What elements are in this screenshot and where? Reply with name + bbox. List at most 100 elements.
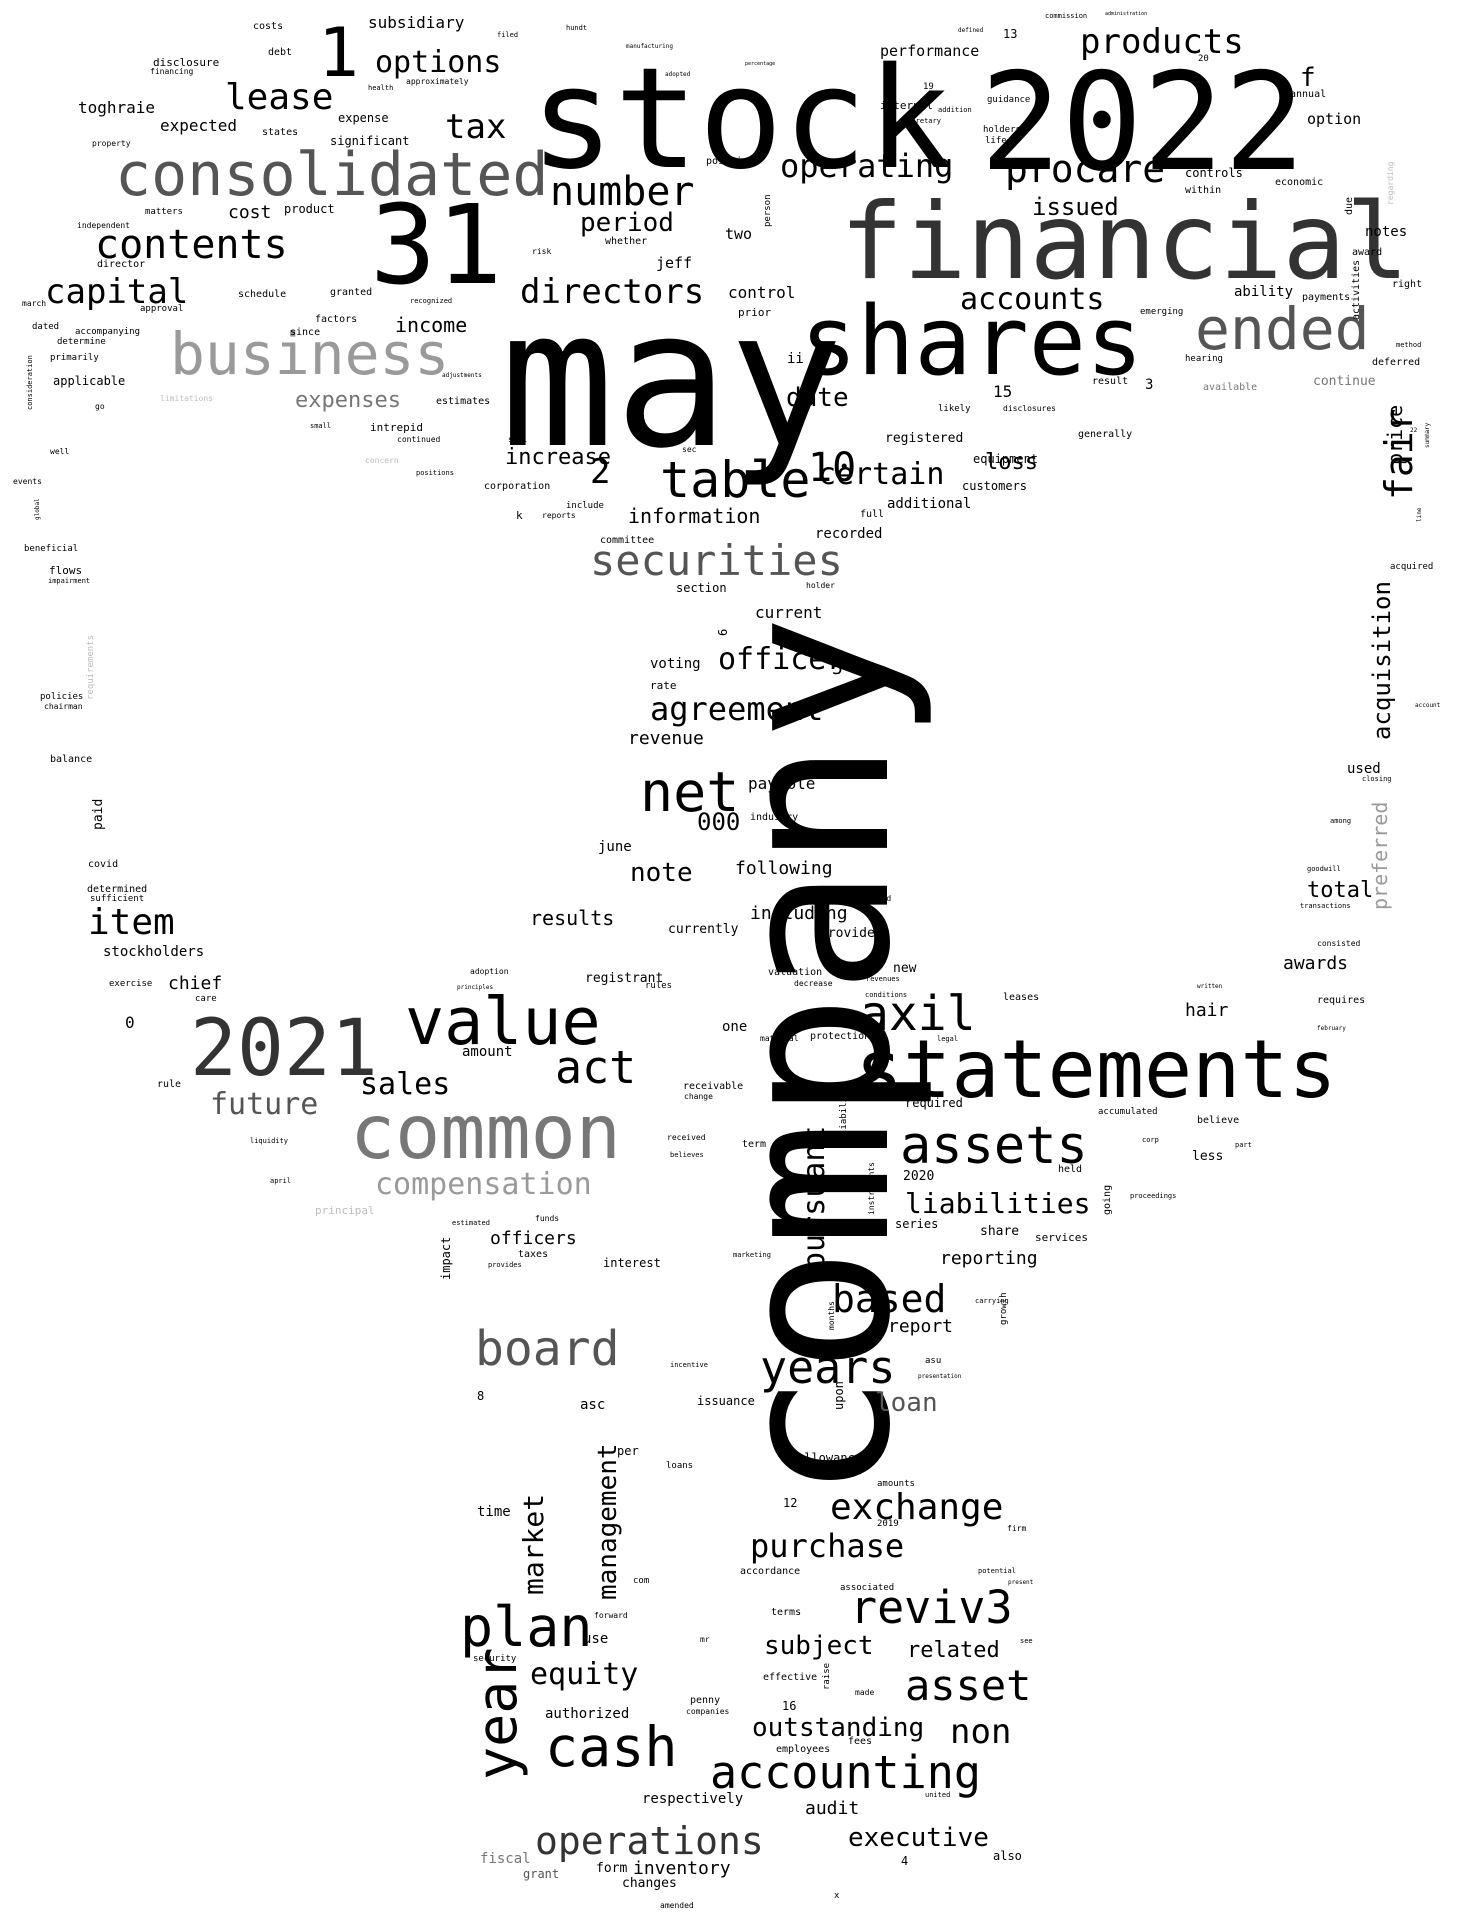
word-2021: 2021: [190, 1004, 378, 1094]
word-k: k: [516, 509, 523, 522]
word-positions: positions: [416, 469, 454, 477]
word-revenue: revenue: [628, 728, 704, 749]
word-equipment: equipment: [973, 452, 1039, 466]
word-security: security: [473, 1654, 517, 1664]
word-plan: plan: [460, 1595, 593, 1659]
word-person: person: [763, 194, 773, 227]
word-capital: capital: [45, 272, 189, 312]
word-agreement: agreement: [650, 690, 824, 728]
word-present: present: [1008, 1579, 1034, 1586]
word-believe: believe: [1197, 1115, 1240, 1126]
word-estimates: estimates: [436, 396, 491, 407]
word-control: control: [728, 283, 796, 302]
word-board: board: [475, 1321, 620, 1377]
word-financial: financial: [840, 181, 1409, 303]
word-available: available: [1203, 382, 1258, 393]
word-taxes: taxes: [518, 1249, 549, 1260]
word-internal: internal: [880, 99, 933, 112]
word-audit: audit: [805, 1798, 860, 1819]
word-consisted: consisted: [1317, 939, 1361, 948]
word-basis: basis: [810, 1266, 847, 1280]
word-accompanying: accompanying: [75, 327, 141, 337]
word-liabilities: liabilities: [905, 1187, 1091, 1220]
word-proceedings: proceedings: [1130, 1192, 1177, 1200]
word-currently: currently: [668, 922, 739, 937]
word-services: services: [1035, 1231, 1088, 1244]
word-asu: asu: [925, 1356, 942, 1366]
word-impact: impact: [439, 1236, 453, 1280]
word-result: result: [1092, 376, 1129, 387]
word-covid: covid: [88, 859, 119, 870]
word-concern: concern: [365, 456, 399, 465]
word-potential: potential: [978, 1567, 1016, 1575]
word-note: note: [630, 858, 693, 888]
word-sell: sell: [508, 435, 528, 444]
word-outstanding: outstanding: [752, 1713, 925, 1743]
word-reports: reports: [542, 511, 576, 520]
word-less: less: [1192, 1149, 1224, 1164]
word-accounting: accounting: [710, 1746, 981, 1799]
word-allowance: allowance: [797, 1451, 863, 1465]
word-net: net: [640, 760, 740, 824]
word-chief: chief: [168, 973, 223, 994]
word-april: april: [270, 1177, 292, 1185]
word-reporting: reporting: [940, 1248, 1038, 1269]
word-beneficial: beneficial: [24, 544, 79, 554]
word-balance: balance: [50, 754, 93, 765]
word-requires: requires: [1317, 995, 1366, 1006]
word-believes: believes: [670, 1151, 704, 1159]
word-15: 15: [993, 382, 1013, 401]
word-interest: interest: [603, 1256, 661, 1270]
word-fiscal: fiscal: [480, 1851, 531, 1867]
word-terms: terms: [771, 1607, 802, 1618]
word-economic: economic: [1275, 177, 1324, 188]
word-31: 31: [370, 181, 503, 309]
word-equity: equity: [530, 1657, 639, 1692]
word-2020: 2020: [903, 1169, 935, 1184]
word-time: time: [477, 1504, 511, 1520]
word-purchase: purchase: [750, 1527, 905, 1565]
word-performance: performance: [880, 42, 980, 60]
word-act: act: [555, 1041, 637, 1094]
word-account: account: [1415, 702, 1441, 709]
word-health: health: [368, 84, 394, 92]
word-controls: controls: [1185, 166, 1243, 180]
word-expected: expected: [160, 116, 238, 135]
word-received: received: [667, 1133, 706, 1142]
word-accounts: accounts: [960, 282, 1105, 317]
word-written: written: [1197, 983, 1223, 990]
word-defined: defined: [958, 27, 984, 34]
word-primarily: primarily: [50, 353, 99, 363]
word-executive: executive: [848, 1823, 989, 1853]
word-impairment: impairment: [48, 577, 91, 585]
word-ability: ability: [1234, 284, 1294, 300]
word-carrying: carrying: [975, 1297, 1009, 1305]
word-asc: asc: [580, 1397, 606, 1413]
word-payable: payable: [748, 774, 816, 793]
word-toghraie: toghraie: [78, 98, 156, 117]
word-funds: funds: [535, 1214, 560, 1223]
word-sales: sales: [360, 1067, 451, 1102]
word-full: full: [860, 509, 885, 520]
word-award: award: [1352, 247, 1383, 258]
word-go: go: [95, 402, 105, 411]
word-global: global: [34, 498, 41, 520]
word-position: position: [706, 156, 755, 167]
word-intrepid: intrepid: [370, 421, 423, 434]
word-risk: risk: [532, 247, 552, 256]
word-income: income: [395, 313, 468, 337]
word-officer: officer: [718, 642, 845, 677]
word-guidance: guidance: [987, 95, 1031, 105]
word-per: per: [617, 1444, 639, 1458]
word-changes: changes: [622, 1876, 677, 1891]
word-respectively: respectively: [642, 1791, 744, 1807]
word-financing: financing: [150, 67, 194, 76]
word-upon: upon: [832, 1381, 846, 1410]
word-legal: legal: [937, 1035, 959, 1043]
word-percentage: percentage: [745, 61, 776, 67]
word-f: f: [1300, 63, 1316, 93]
word-series: series: [895, 1217, 939, 1231]
word-contents: contents: [95, 222, 288, 268]
word-1: 1: [318, 14, 359, 93]
word-options: options: [375, 45, 502, 80]
